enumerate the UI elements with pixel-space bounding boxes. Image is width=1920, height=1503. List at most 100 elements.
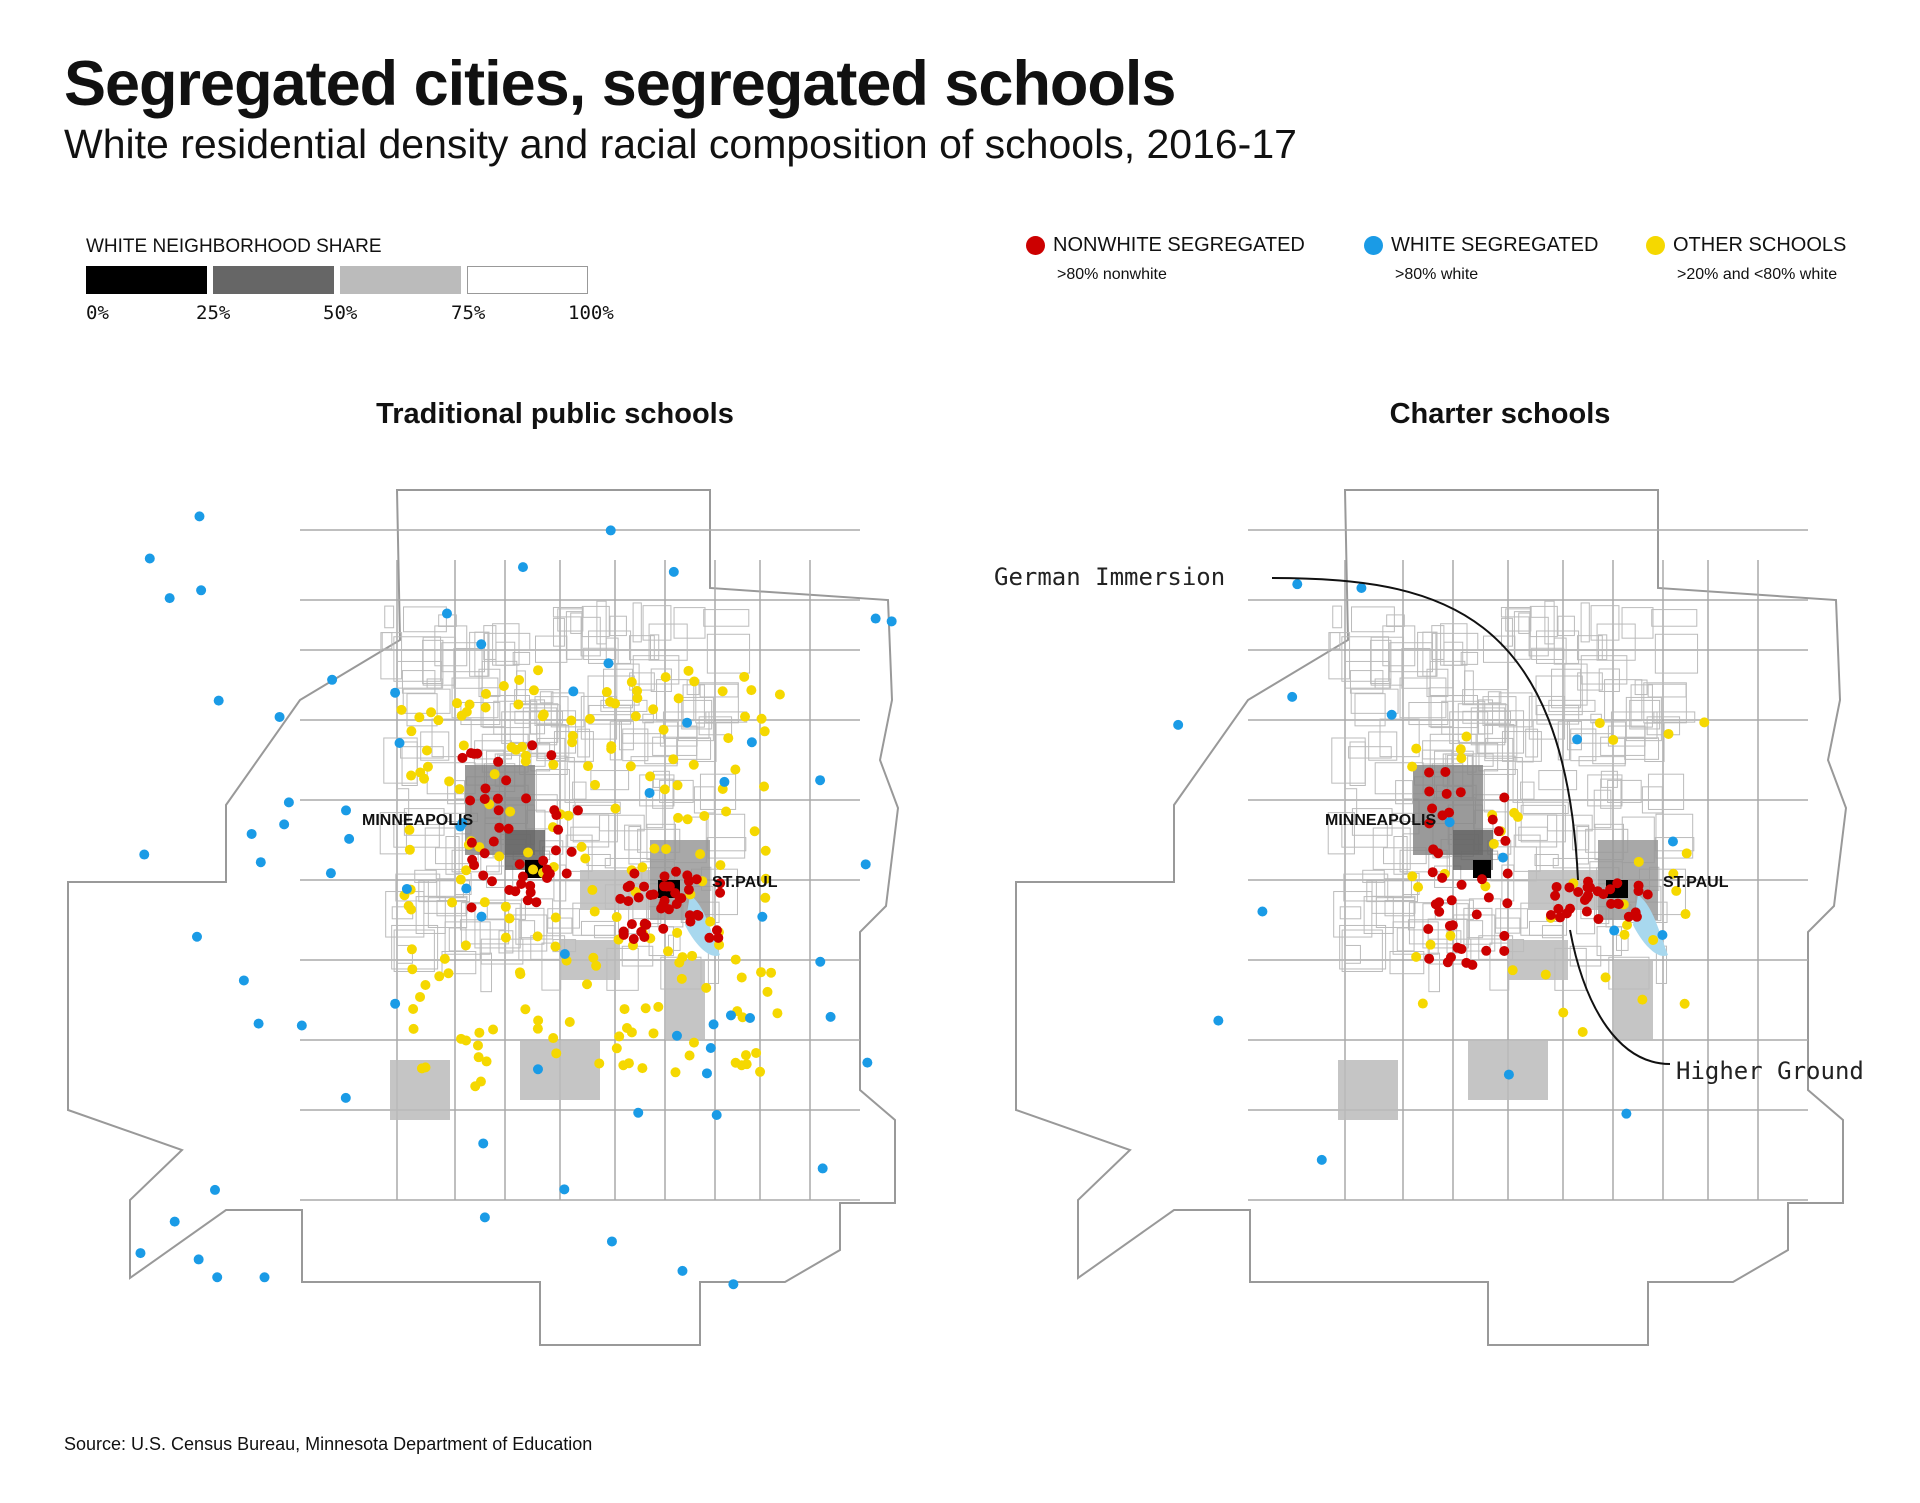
school-dot-white bbox=[1609, 925, 1620, 936]
school-dot-nonwhite bbox=[514, 859, 525, 870]
tract-cell bbox=[681, 699, 713, 730]
school-dot-nonwhite bbox=[1551, 881, 1562, 892]
school-dot-other bbox=[532, 931, 543, 942]
school-dot-nonwhite bbox=[1427, 867, 1438, 878]
school-dot-other bbox=[461, 865, 472, 876]
tract-cell bbox=[522, 707, 558, 746]
region-outline bbox=[1015, 489, 1848, 1346]
tract-cell bbox=[1525, 728, 1539, 758]
school-dot-other bbox=[488, 1024, 499, 1035]
school-dot-white bbox=[517, 562, 528, 573]
school-dot-other bbox=[406, 770, 417, 781]
school-dot-other bbox=[762, 986, 773, 997]
tract-cell bbox=[424, 827, 463, 870]
school-dot-other bbox=[1679, 998, 1690, 1009]
school-dot-nonwhite bbox=[1424, 786, 1435, 797]
school-dot-white bbox=[1657, 930, 1668, 941]
tract-cell bbox=[1395, 780, 1413, 805]
tract-cell bbox=[618, 720, 634, 751]
blue-dot-icon bbox=[1364, 236, 1383, 255]
school-dot-other bbox=[687, 950, 698, 961]
swatch-0-25 bbox=[86, 266, 207, 294]
school-dot-nonwhite bbox=[544, 868, 555, 879]
tract-cell bbox=[1422, 903, 1469, 949]
school-dot-nonwhite bbox=[1499, 945, 1510, 956]
tract-cell bbox=[596, 600, 607, 645]
tract-cell bbox=[1462, 689, 1509, 706]
density-area-dark bbox=[1473, 860, 1491, 878]
school-dot-nonwhite bbox=[493, 756, 504, 767]
school-dot-nonwhite bbox=[546, 750, 557, 761]
legend-other-sub: >20% and <80% white bbox=[1677, 266, 1838, 283]
swatch-50-75 bbox=[340, 266, 461, 294]
school-dot-other bbox=[473, 1052, 484, 1063]
school-dot-other bbox=[601, 687, 612, 698]
right-panel-title: Charter schools bbox=[1389, 398, 1611, 430]
school-dot-other bbox=[736, 972, 747, 983]
school-dot-other bbox=[1699, 717, 1710, 728]
tract-cell bbox=[435, 847, 479, 865]
school-dot-nonwhite bbox=[501, 775, 512, 786]
tract-cell bbox=[1630, 684, 1653, 728]
tract-cell bbox=[1349, 670, 1384, 694]
school-dot-other bbox=[637, 1063, 648, 1074]
school-dot-other bbox=[1455, 744, 1466, 755]
tract-cell bbox=[552, 606, 584, 618]
school-dot-other bbox=[717, 686, 728, 697]
annotation-higher-ground: Higher Ground bbox=[1676, 1057, 1864, 1085]
school-dot-white bbox=[1292, 579, 1303, 590]
school-dot-other bbox=[464, 699, 475, 710]
school-dot-other bbox=[1413, 882, 1424, 893]
tract-cell bbox=[609, 615, 627, 637]
school-dot-white bbox=[1287, 691, 1298, 702]
school-dot-other bbox=[626, 677, 637, 688]
tract-cell bbox=[474, 903, 521, 949]
tract-cell bbox=[1531, 647, 1565, 660]
school-dot-other bbox=[396, 704, 407, 715]
tract-cell bbox=[632, 655, 680, 685]
density-legend: WHITE NEIGHBORHOOD SHARE 0% 25% 50% 75% … bbox=[86, 236, 646, 328]
school-dot-other bbox=[1648, 934, 1659, 945]
school-dot-white bbox=[677, 1265, 688, 1276]
tract-cell bbox=[401, 741, 418, 787]
tract-cell bbox=[1408, 702, 1449, 726]
right-minneapolis-label: MINNEAPOLIS bbox=[1325, 812, 1436, 829]
school-dot-nonwhite bbox=[1424, 953, 1435, 964]
school-legend: NONWHITE SEGREGATED >80% nonwhite WHITE … bbox=[1026, 234, 1906, 294]
right-map bbox=[1015, 489, 1848, 1346]
tract-cell bbox=[550, 692, 585, 728]
school-dot-other bbox=[684, 1050, 695, 1061]
school-dot-nonwhite bbox=[1483, 892, 1494, 903]
tract-cell bbox=[639, 774, 675, 807]
school-dot-white bbox=[476, 911, 487, 922]
school-dot-other bbox=[587, 884, 598, 895]
tract-cell bbox=[1624, 737, 1660, 760]
school-dot-other bbox=[407, 964, 418, 975]
school-dot-other bbox=[1407, 871, 1418, 882]
tract-cell bbox=[1520, 781, 1535, 800]
school-dot-other bbox=[1540, 969, 1551, 980]
school-dot-nonwhite bbox=[1502, 898, 1513, 909]
school-dot-other bbox=[566, 715, 577, 726]
school-dot-white bbox=[644, 787, 655, 798]
tract-cell bbox=[1368, 731, 1398, 761]
school-dot-white bbox=[1213, 1015, 1224, 1026]
school-dot-other bbox=[723, 733, 734, 744]
school-dot-white bbox=[746, 737, 757, 748]
school-dot-nonwhite bbox=[1633, 885, 1644, 896]
school-dot-nonwhite bbox=[525, 880, 536, 891]
legend-white: WHITE SEGREGATED >80% white bbox=[1364, 234, 1598, 284]
school-dot-white bbox=[196, 585, 207, 596]
school-dot-other bbox=[630, 711, 641, 722]
tract-cell bbox=[451, 677, 499, 719]
tract-cell bbox=[1372, 827, 1411, 870]
legend-nonwhite-label: NONWHITE SEGREGATED bbox=[1053, 234, 1305, 256]
school-dot-white bbox=[606, 1236, 617, 1247]
tract-cell bbox=[1596, 926, 1622, 957]
school-dot-white bbox=[817, 1163, 828, 1174]
tract-cell bbox=[384, 605, 395, 629]
tract-cell bbox=[1399, 677, 1447, 719]
school-dot-other bbox=[1507, 965, 1518, 976]
school-dot-other bbox=[619, 1004, 630, 1015]
school-dot-white bbox=[1173, 719, 1184, 730]
